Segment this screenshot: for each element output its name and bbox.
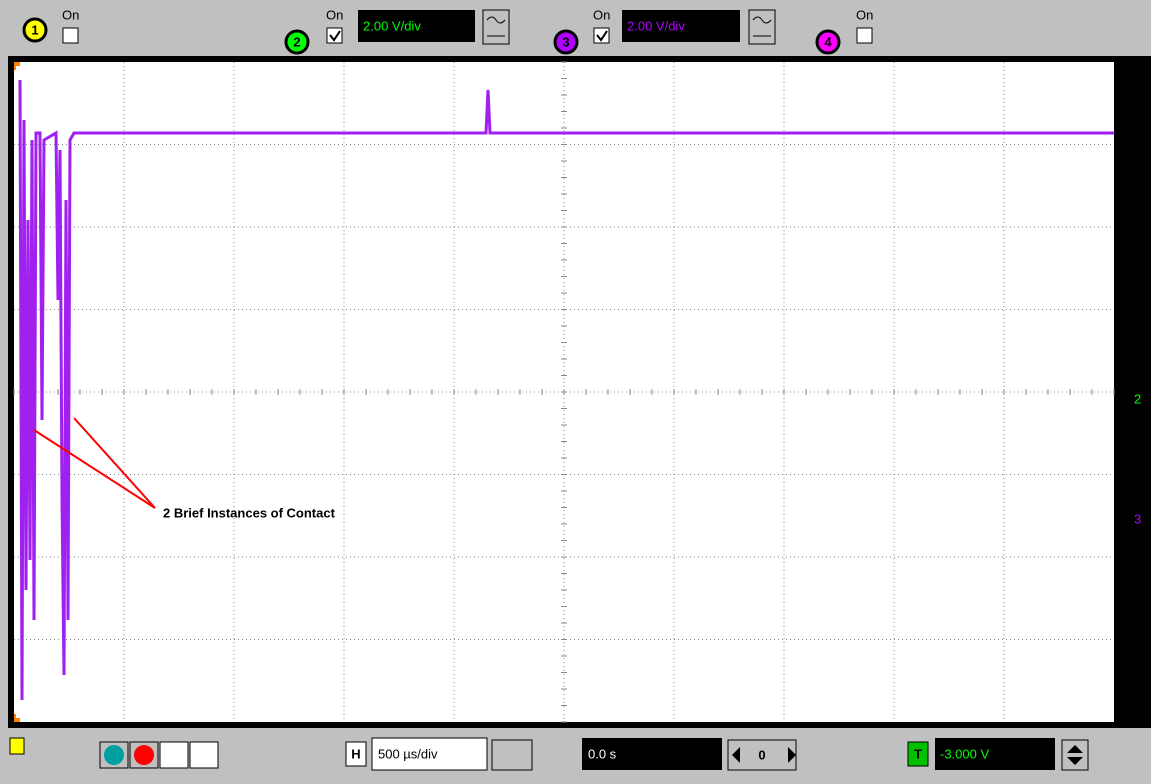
pointer — [73, 417, 156, 509]
ch1-checkbox[interactable] — [62, 27, 79, 44]
ch3-scale: 2.00 V/div — [627, 18, 685, 33]
ch3-scale-box[interactable] — [622, 10, 740, 42]
ch1-number: 1 — [31, 22, 38, 37]
print-button[interactable] — [189, 741, 219, 769]
coupling-icon — [486, 16, 506, 37]
ch2-on: On — [326, 7, 343, 22]
step: 0 — [758, 747, 765, 762]
check — [329, 30, 341, 42]
ch3-marker: 3 — [1134, 511, 1141, 526]
t-box — [907, 741, 929, 767]
bottom-bar: H 500 µs/div 0.0 s 0 T -3.000 V — [9, 737, 1089, 771]
run-icon — [104, 745, 124, 765]
trace — [18, 79, 1114, 701]
ch3-coupling[interactable] — [748, 9, 776, 45]
save-button[interactable] — [159, 741, 189, 769]
ch4-badge[interactable] — [815, 29, 841, 55]
ch2-coupling[interactable] — [482, 9, 510, 45]
ch2-scale-box[interactable] — [358, 10, 475, 42]
ch3-checkbox[interactable] — [593, 27, 610, 44]
ch3-on: On — [593, 7, 610, 22]
h-box — [345, 741, 367, 767]
timebase-box[interactable] — [371, 737, 488, 771]
ch4-on: On — [856, 7, 873, 22]
ch3-badge[interactable] — [553, 29, 579, 55]
channel-bar: 1 On 2 On 2.00 V/div 3 On 2.00 V/div 4 O… — [22, 7, 873, 55]
trigger-box[interactable] — [935, 738, 1055, 770]
grid — [13, 61, 1115, 723]
check — [596, 30, 608, 42]
adjust-arrows — [1067, 745, 1083, 765]
coupling-icon — [752, 16, 772, 37]
h-label: H — [351, 746, 360, 761]
timebase-scale: 500 µs/div — [378, 746, 438, 761]
t-label: T — [914, 746, 922, 761]
ch1-badge[interactable] — [22, 17, 48, 43]
ch1-ground — [9, 737, 25, 755]
timebase-position: 0.0 s — [588, 746, 617, 761]
ch2-marker: 2 — [1134, 391, 1141, 406]
step-arrows — [732, 747, 796, 763]
ch2-badge[interactable] — [284, 29, 310, 55]
annotation: 2 Brief Instances of Contact — [163, 505, 336, 520]
ch3-number: 3 — [562, 34, 569, 49]
position-box[interactable] — [582, 738, 722, 770]
ch4-number: 4 — [824, 34, 832, 49]
ch2-scale: 2.00 V/div — [363, 18, 421, 33]
ch2-number: 2 — [293, 34, 300, 49]
pointer — [33, 429, 156, 509]
zoom-buttons[interactable] — [491, 739, 533, 771]
ch4-checkbox[interactable] — [856, 27, 873, 44]
trigger-level: -3.000 V — [940, 746, 989, 761]
ch2-checkbox[interactable] — [326, 27, 343, 44]
trigger-adjust[interactable] — [1061, 739, 1089, 771]
ch1-on: On — [62, 7, 79, 22]
stop-icon — [134, 745, 154, 765]
